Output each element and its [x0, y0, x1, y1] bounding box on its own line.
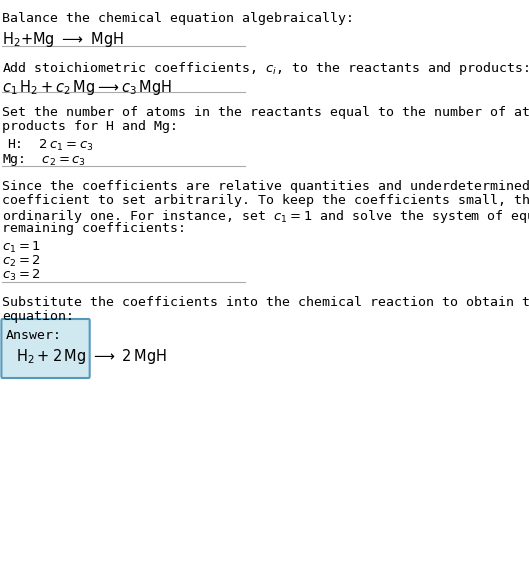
Text: $\mathrm{H_2}$$ + \mathrm{Mg} \ \longrightarrow \ \mathrm{MgH}$: $\mathrm{H_2}$$ + \mathrm{Mg} \ \longrig… — [2, 30, 124, 49]
Text: Mg:  $c_2 = c_3$: Mg: $c_2 = c_3$ — [2, 152, 86, 168]
Text: Since the coefficients are relative quantities and underdetermined, choose a: Since the coefficients are relative quan… — [2, 180, 529, 193]
Text: remaining coefficients:: remaining coefficients: — [2, 222, 186, 235]
Text: Balance the chemical equation algebraically:: Balance the chemical equation algebraica… — [2, 12, 354, 25]
Text: coefficient to set arbitrarily. To keep the coefficients small, the arbitrary va: coefficient to set arbitrarily. To keep … — [2, 194, 529, 207]
Text: Answer:: Answer: — [6, 329, 62, 342]
Text: $\mathrm{H_2} + 2\,\mathrm{Mg} \ \longrightarrow \ 2\,\mathrm{MgH}$: $\mathrm{H_2} + 2\,\mathrm{Mg} \ \longri… — [16, 347, 167, 366]
Text: $c_1\,\mathrm{H_2} + c_2\,\mathrm{Mg} \longrightarrow c_3\,\mathrm{MgH}$: $c_1\,\mathrm{H_2} + c_2\,\mathrm{Mg} \l… — [2, 78, 172, 97]
Text: $c_2 = 2$: $c_2 = 2$ — [2, 254, 41, 269]
FancyBboxPatch shape — [2, 319, 90, 378]
Text: Substitute the coefficients into the chemical reaction to obtain the balanced: Substitute the coefficients into the che… — [2, 296, 529, 309]
Text: $c_1 = 1$: $c_1 = 1$ — [2, 240, 41, 255]
Text: equation:: equation: — [2, 310, 75, 323]
Text: products for H and Mg:: products for H and Mg: — [2, 120, 178, 133]
Text: $c_3 = 2$: $c_3 = 2$ — [2, 268, 41, 283]
Text: H:  $2\,c_1 = c_3$: H: $2\,c_1 = c_3$ — [6, 138, 93, 153]
Text: Set the number of atoms in the reactants equal to the number of atoms in the: Set the number of atoms in the reactants… — [2, 106, 529, 119]
Text: ordinarily one. For instance, set $c_1 = 1$ and solve the system of equations fo: ordinarily one. For instance, set $c_1 =… — [2, 208, 529, 225]
Text: Add stoichiometric coefficients, $c_i$, to the reactants and products:: Add stoichiometric coefficients, $c_i$, … — [2, 60, 529, 77]
